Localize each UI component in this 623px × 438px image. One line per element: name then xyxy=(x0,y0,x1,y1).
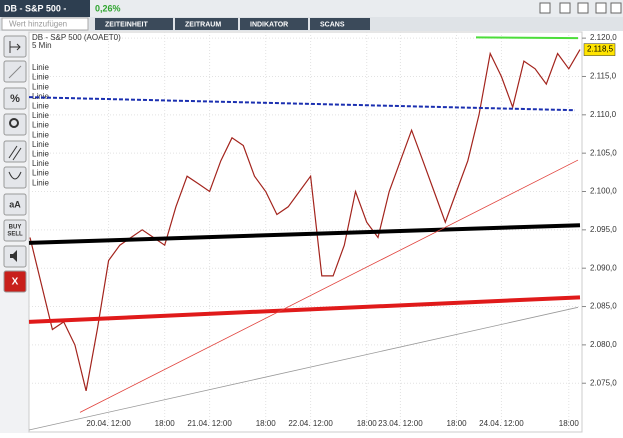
x-tick-label: 24.04. 12:00 xyxy=(479,419,524,428)
x-tick-label: 20.04. 12:00 xyxy=(86,419,131,428)
title-bar xyxy=(0,0,623,17)
x-tick-label: 18:00 xyxy=(559,419,580,428)
price-line xyxy=(29,49,581,392)
trade-button-label: BUY xyxy=(9,225,22,231)
annotation: Linie xyxy=(32,178,49,187)
y-tick-label: 2.095,0 xyxy=(590,225,617,234)
change: 0,26% xyxy=(95,3,121,13)
tool-button[interactable] xyxy=(3,193,27,216)
annotation: Linie xyxy=(32,159,49,168)
tool-icon xyxy=(10,250,17,262)
annotation: Linie xyxy=(32,82,49,91)
chart-subtitle: 5 Min xyxy=(32,41,52,50)
tool-icon xyxy=(9,118,19,128)
tool-icon: % xyxy=(10,93,20,105)
search-placeholder: Wert hinzufügen xyxy=(9,20,67,29)
tab[interactable] xyxy=(240,18,308,30)
y-tick-label: 2.100,0 xyxy=(590,187,617,196)
tab[interactable] xyxy=(310,18,370,30)
annotation: Linie xyxy=(32,121,49,130)
annotation: Linie xyxy=(32,111,49,120)
tab-label: SCANS xyxy=(320,21,345,28)
y-tick-label: 2.090,0 xyxy=(590,263,617,272)
instrument-title: DB - S&P 500 - xyxy=(4,3,66,13)
x-tick-label: 23.04. 12:00 xyxy=(378,419,423,428)
y-tick-label: 2.075,0 xyxy=(590,378,617,387)
x-tick-label: 18:00 xyxy=(357,419,378,428)
chart-title: DB - S&P 500 (AOAET0) xyxy=(32,33,121,42)
tab-label: ZEITEINHEIT xyxy=(105,21,149,28)
tool-button[interactable] xyxy=(3,113,27,136)
y-tick-label: 2.105,0 xyxy=(590,148,617,157)
close-button-label: X xyxy=(12,277,19,288)
tool-button[interactable] xyxy=(3,219,27,242)
y-tick-label: 2.110,0 xyxy=(590,110,617,119)
tool-icon xyxy=(8,145,22,161)
tool-icon xyxy=(8,65,22,79)
x-tick-label: 21.04. 12:00 xyxy=(187,419,232,428)
y-tick-label: 2.080,0 xyxy=(590,340,617,349)
icon[interactable] xyxy=(610,2,622,14)
trend-line xyxy=(28,223,581,245)
trend-line xyxy=(28,96,576,112)
x-tick-label: 18:00 xyxy=(256,419,277,428)
tool-icon xyxy=(8,171,22,180)
annotation: Linie xyxy=(32,150,49,159)
tool-button[interactable] xyxy=(3,87,27,110)
annotation: Linie xyxy=(32,102,49,111)
icon[interactable] xyxy=(595,2,607,14)
y-tick-label: 2.115,0 xyxy=(590,72,617,81)
annotation: Linie xyxy=(32,169,49,178)
last-price-box xyxy=(583,43,616,56)
tab-label: ZEITRAUM xyxy=(185,21,221,28)
tab[interactable] xyxy=(95,18,173,30)
annotation: Linie xyxy=(32,92,49,101)
last-price-label: 2.118,5 xyxy=(587,45,614,54)
title-box xyxy=(0,0,90,17)
annotation: Linie xyxy=(32,73,49,82)
x-tick-label: 18:00 xyxy=(155,419,176,428)
tool-button[interactable] xyxy=(3,166,27,189)
trend-line xyxy=(28,295,581,324)
y-tick-label: 2.085,0 xyxy=(590,302,617,311)
x-tick-label: 18:00 xyxy=(447,419,468,428)
annotation: Linie xyxy=(32,140,49,149)
tool-button[interactable] xyxy=(3,140,27,163)
annotation: Linie xyxy=(32,130,49,139)
tool-icon xyxy=(9,41,21,53)
search-box[interactable] xyxy=(1,17,89,31)
trend-line xyxy=(475,36,579,40)
text-button-label: aA xyxy=(9,199,21,209)
x-tick-label: 22.04. 12:00 xyxy=(288,419,333,428)
icon[interactable] xyxy=(539,2,551,14)
trend-line xyxy=(28,306,579,431)
tool-button[interactable] xyxy=(3,270,27,293)
tab[interactable] xyxy=(175,18,238,30)
icon[interactable] xyxy=(559,2,571,14)
trade-button-label: SELL xyxy=(7,232,23,238)
y-tick-label: 2.120,0 xyxy=(590,33,617,42)
trend-line xyxy=(79,159,579,413)
plot-frame xyxy=(28,31,583,433)
annotation: Linie xyxy=(32,63,49,72)
icon[interactable] xyxy=(577,2,589,14)
tab-label: INDIKATOR xyxy=(250,21,288,28)
